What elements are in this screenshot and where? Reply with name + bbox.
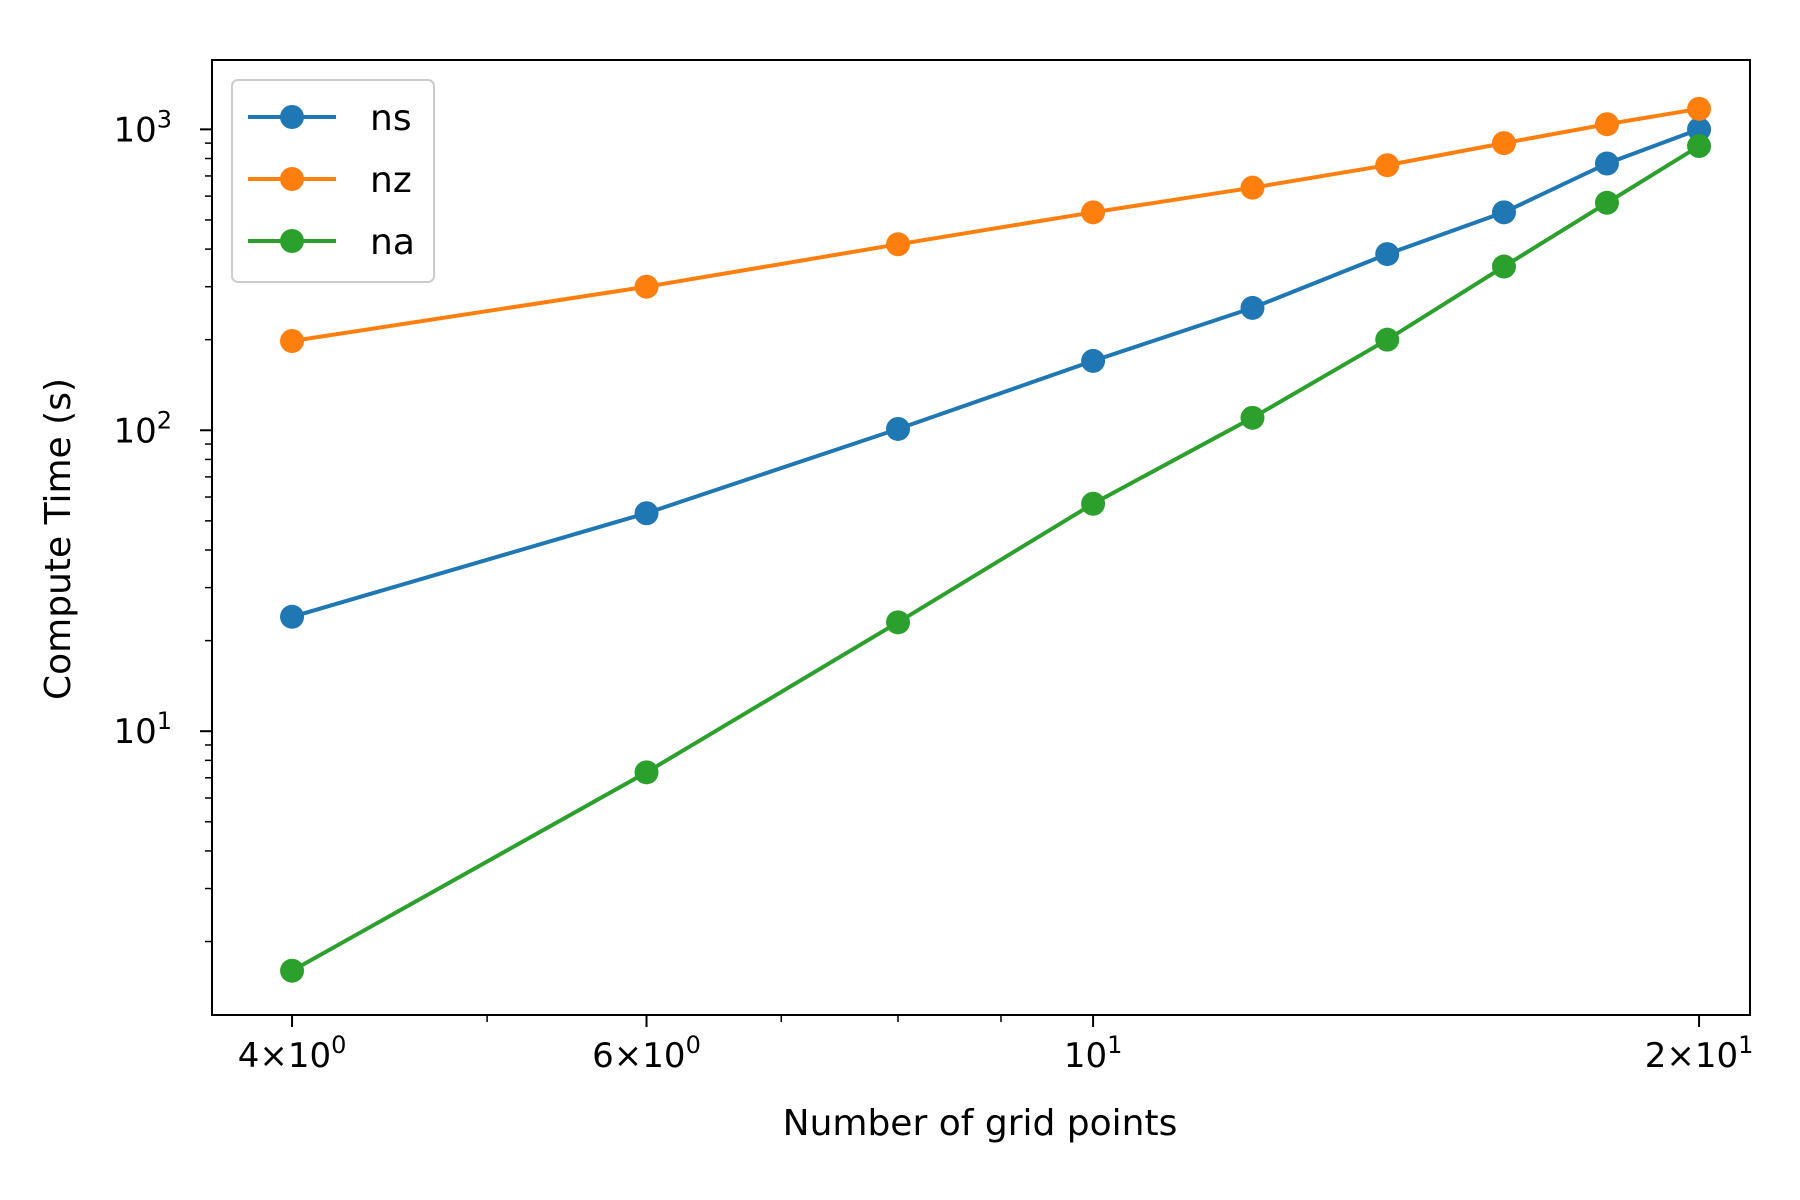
x-axis-title: Number of grid points [783,1103,1178,1144]
legend-label-na: na [370,222,415,263]
data-point-ns [1594,151,1619,176]
legend-label-ns: ns [370,98,412,139]
x-tick-label: 6×100 [592,1031,701,1076]
y-axis-title: Compute Time (s) [38,378,79,700]
x-tick-label: 4×100 [238,1031,347,1076]
data-point-na [1594,190,1619,215]
legend-marker-ns [280,105,304,129]
data-point-ns [1687,117,1712,142]
data-point-nz [1687,96,1712,121]
data-point-ns [1240,295,1265,320]
data-point-na [1081,491,1106,516]
data-point-nz [1375,153,1400,178]
legend-marker-nz [280,167,304,191]
data-point-ns [280,604,305,629]
data-point-nz [280,328,305,353]
data-point-ns [634,501,659,526]
data-point-nz [1594,112,1619,137]
data-point-ns [1491,200,1516,225]
legend-marker-na [280,229,304,253]
data-point-na [1687,134,1712,159]
data-point-na [634,760,659,785]
data-point-na [1491,254,1516,279]
data-point-ns [886,416,911,441]
data-point-na [1375,327,1400,352]
data-point-nz [886,232,911,257]
data-point-na [886,610,911,635]
legend-label-nz: nz [370,160,412,201]
x-tick-label: 2×101 [1645,1031,1754,1076]
data-point-ns [1375,242,1400,267]
data-point-na [280,958,305,983]
axes-frame [211,59,1751,1016]
x-tick-label: 101 [1064,1031,1123,1076]
data-point-nz [1240,175,1265,200]
data-point-nz [1081,200,1106,225]
y-tick-label: 102 [113,406,172,451]
data-point-na [1240,405,1265,430]
legend: ns nz na [231,79,435,283]
data-point-nz [634,274,659,299]
data-point-nz [1491,131,1516,156]
data-point-ns [1081,348,1106,373]
